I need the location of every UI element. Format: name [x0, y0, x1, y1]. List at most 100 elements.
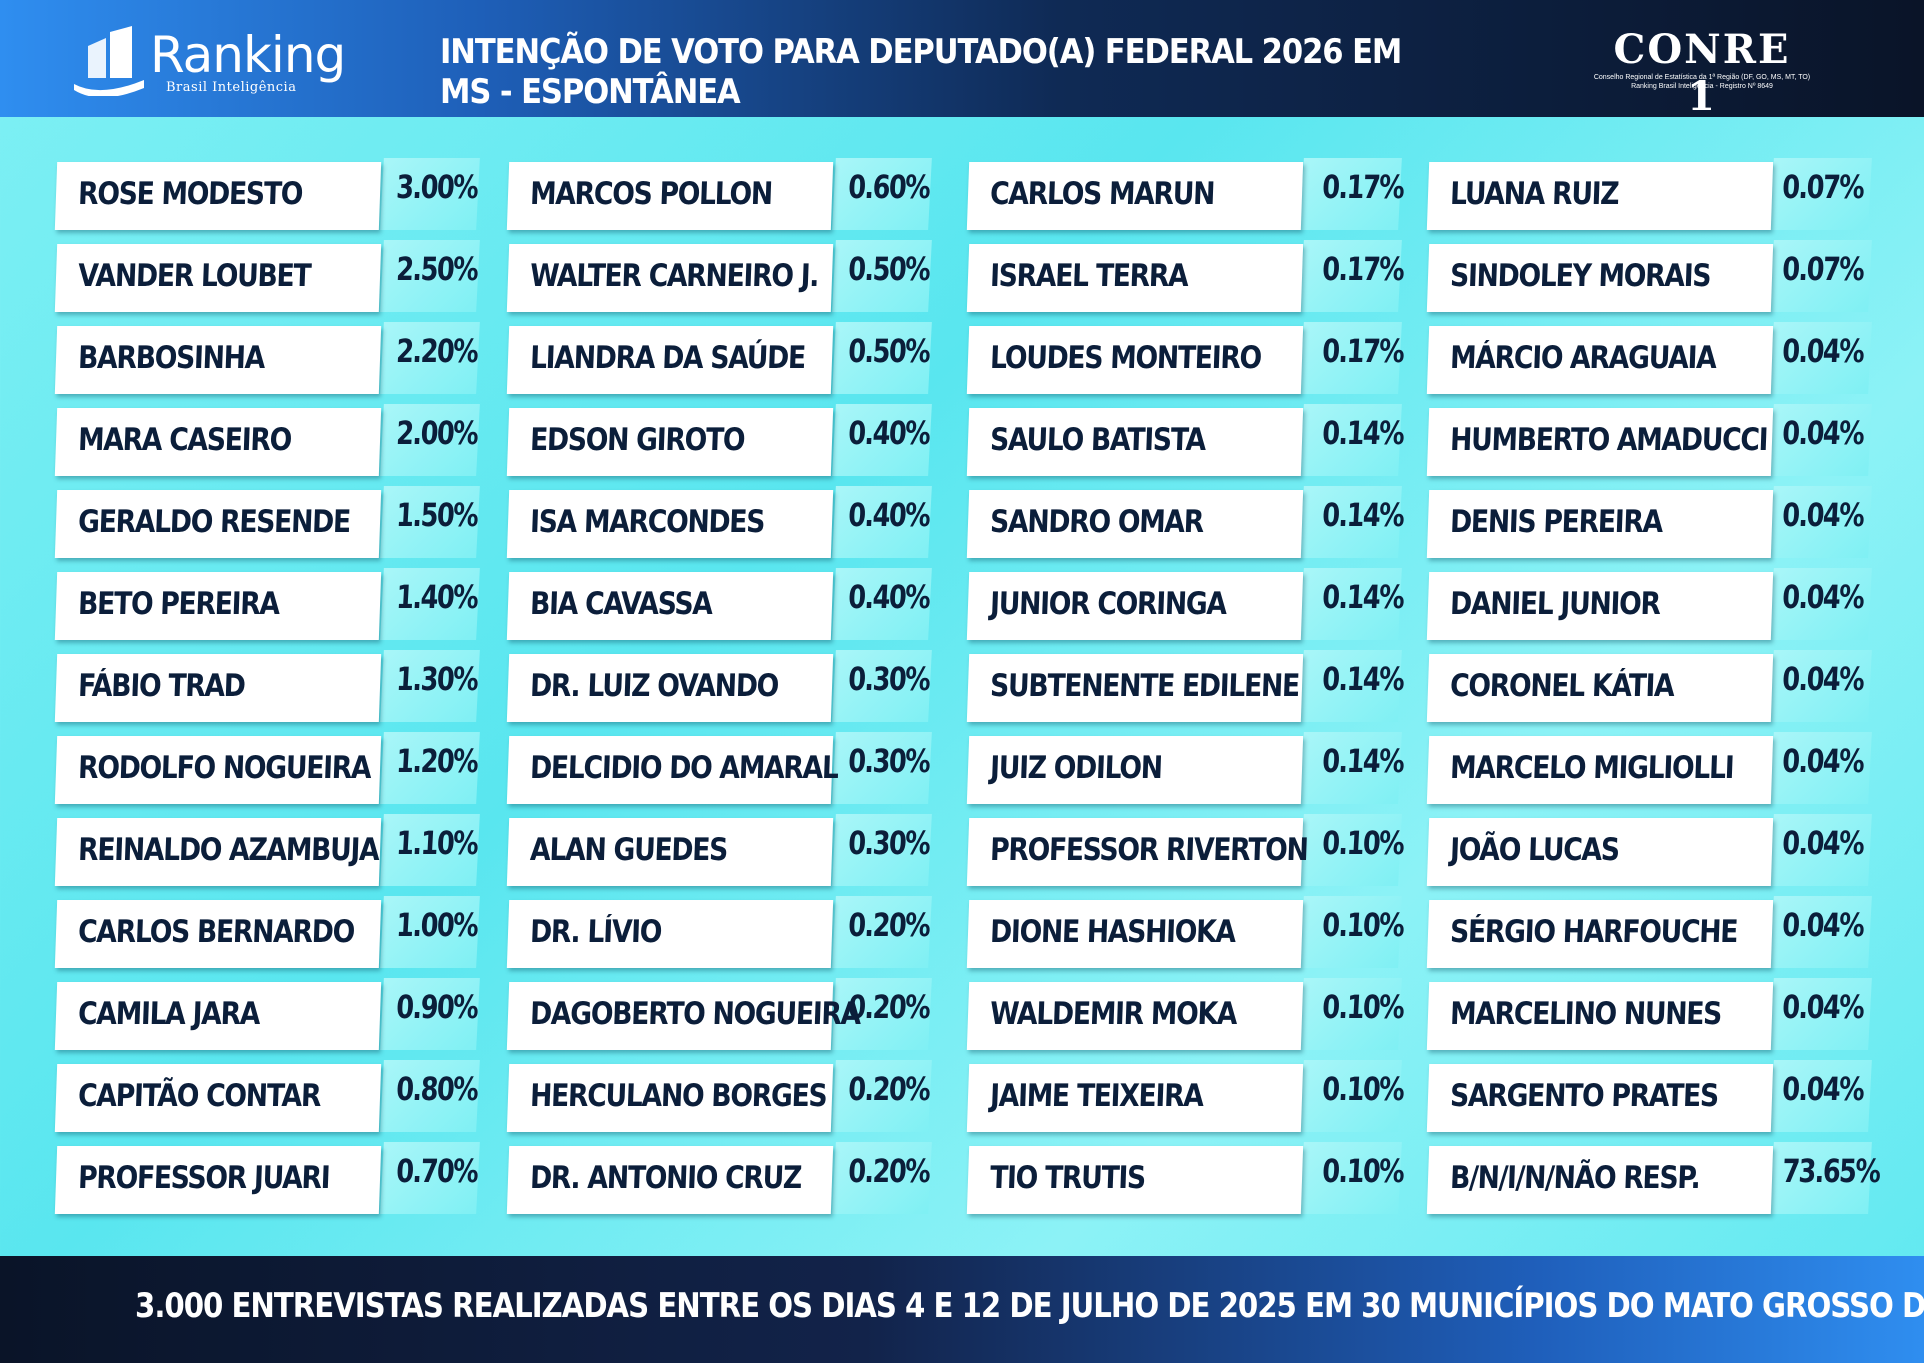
candidate-name: DR. ANTONIO CRUZ [529, 1160, 802, 1196]
candidate-percentage: 0.07% [1781, 250, 1865, 288]
candidate-name: SARGENTO PRATES [1449, 1078, 1719, 1114]
candidate-value-box: 0.17% [1300, 322, 1404, 394]
candidate-row: 0.17% LOUDES MONTEIRO [966, 322, 1404, 394]
candidate-name-box: LIANDRA DA SAÚDE [506, 326, 834, 394]
candidate-row: 0.10% JAIME TEIXEIRA [966, 1060, 1404, 1132]
candidate-name: CORONEL KÁTIA [1449, 668, 1675, 704]
candidate-name: LIANDRA DA SAÚDE [529, 340, 806, 376]
candidate-name-box: ROSE MODESTO [54, 162, 382, 230]
candidate-percentage: 0.30% [847, 742, 931, 780]
candidate-name: DR. LUIZ OVANDO [529, 668, 779, 704]
candidate-percentage: 0.80% [395, 1070, 479, 1108]
candidate-name: SANDRO OMAR [989, 504, 1204, 540]
candidate-name-box: SUBTENENTE EDILENE [966, 654, 1304, 722]
candidate-name-box: BETO PEREIRA [54, 572, 382, 640]
candidate-percentage: 0.04% [1781, 332, 1865, 370]
candidate-row: 0.04% DENIS PEREIRA [1426, 486, 1872, 558]
candidate-value-box: 0.10% [1300, 978, 1405, 1050]
candidate-row: 2.50% VANDER LOUBET [54, 240, 480, 312]
candidate-name-box: ISA MARCONDES [506, 490, 834, 558]
candidate-name: MARCELO MIGLIOLLI [1449, 750, 1735, 786]
candidate-row: 0.40% BIA CAVASSA [506, 568, 932, 640]
candidate-name: WALDEMIR MOKA [989, 996, 1237, 1032]
candidate-percentage: 1.10% [395, 824, 479, 862]
candidate-name: LOUDES MONTEIRO [989, 340, 1262, 376]
candidate-name: SUBTENENTE EDILENE [989, 668, 1300, 704]
candidate-value-box: 0.04% [1770, 732, 1872, 804]
candidate-value-box: 2.20% [380, 322, 480, 394]
candidate-percentage: 0.04% [1781, 824, 1865, 862]
candidate-name: ALAN GUEDES [529, 832, 728, 868]
candidate-name: LUANA RUIZ [1449, 176, 1619, 212]
candidate-percentage: 2.00% [395, 414, 479, 452]
candidate-row: 0.10% TIO TRUTIS [966, 1142, 1404, 1214]
candidate-percentage: 0.04% [1781, 578, 1865, 616]
candidate-row: 0.04% JOÃO LUCAS [1426, 814, 1872, 886]
candidate-value-box: 0.10% [1300, 814, 1405, 886]
candidate-row: 0.04% CORONEL KÁTIA [1426, 650, 1872, 722]
candidate-name-box: JAIME TEIXEIRA [966, 1064, 1304, 1132]
candidate-value-box: 0.30% [832, 650, 932, 722]
candidate-name: MÁRCIO ARAGUAIA [1449, 340, 1717, 376]
conre-subtitle: Conselho Regional de Estatística da 1ª R… [1593, 74, 1811, 81]
candidate-value-box: 0.10% [1300, 1142, 1404, 1214]
conre-registration: Ranking Brasil Inteligência - Registro N… [1631, 83, 1773, 90]
candidate-name: FÁBIO TRAD [77, 668, 246, 704]
conre-wordmark: CONRE 1 [1613, 26, 1791, 120]
candidate-value-box: 3.00% [380, 158, 480, 230]
candidate-name-box: WALTER CARNEIRO J. [506, 244, 834, 312]
candidate-value-box: 1.50% [380, 486, 480, 558]
candidate-name-box: CARLOS BERNARDO [54, 900, 382, 968]
candidate-value-box: 0.04% [1770, 1060, 1872, 1132]
candidate-percentage: 1.40% [395, 578, 479, 616]
header-bar: Ranking Brasil Inteligência INTENÇÃO DE … [0, 0, 1924, 120]
candidate-name: PROFESSOR JUARI [77, 1160, 331, 1196]
candidate-value-box: 1.00% [380, 896, 480, 968]
candidate-row: 0.40% ISA MARCONDES [506, 486, 932, 558]
candidate-value-box: 0.20% [832, 896, 932, 968]
candidate-name-box: ALAN GUEDES [506, 818, 834, 886]
candidate-percentage: 0.04% [1781, 1070, 1865, 1108]
candidate-name: CAMILA JARA [77, 996, 260, 1032]
candidate-value-box: 73.65% [1770, 1142, 1880, 1214]
candidate-row: 0.30% ALAN GUEDES [506, 814, 932, 886]
candidate-percentage: 0.90% [395, 988, 479, 1026]
candidate-percentage: 0.04% [1781, 742, 1865, 780]
candidate-name-box: MARCOS POLLON [506, 162, 834, 230]
candidate-name: DIONE HASHIOKA [989, 914, 1236, 950]
candidate-value-box: 0.04% [1770, 650, 1872, 722]
candidate-percentage: 0.10% [1321, 824, 1405, 862]
candidate-value-box: 2.00% [380, 404, 480, 476]
candidate-percentage: 0.10% [1321, 988, 1405, 1026]
candidate-name: JOÃO LUCAS [1449, 832, 1620, 868]
candidate-name: ISRAEL TERRA [989, 258, 1189, 294]
candidate-row: 0.40% EDSON GIROTO [506, 404, 932, 476]
candidate-name-box: B/N/I/N/NÃO RESP. [1426, 1146, 1774, 1214]
candidate-percentage: 1.30% [395, 660, 479, 698]
candidate-name: EDSON GIROTO [529, 422, 745, 458]
candidate-name: VANDER LOUBET [77, 258, 311, 294]
candidate-row: 0.04% MARCELO MIGLIOLLI [1426, 732, 1872, 804]
candidate-row: 0.07% SINDOLEY MORAIS [1426, 240, 1872, 312]
candidate-row: 0.10% DIONE HASHIOKA [966, 896, 1404, 968]
candidate-name-box: DR. LÍVIO [506, 900, 834, 968]
candidate-percentage: 0.04% [1781, 906, 1865, 944]
candidate-percentage: 0.30% [847, 660, 931, 698]
candidate-name-box: CAMILA JARA [54, 982, 382, 1050]
candidate-row: 0.14% JUIZ ODILON [966, 732, 1404, 804]
candidate-percentage: 0.70% [395, 1152, 479, 1190]
candidate-percentage: 0.14% [1321, 742, 1405, 780]
candidate-name: MARA CASEIRO [77, 422, 292, 458]
candidate-name-box: MARA CASEIRO [54, 408, 382, 476]
candidate-value-box: 0.04% [1770, 896, 1872, 968]
candidate-percentage: 2.50% [395, 250, 479, 288]
candidate-name: DELCIDIO DO AMARAL [529, 750, 839, 786]
conre-logo: CONRE 1 Conselho Regional de Estatística… [1592, 26, 1812, 120]
candidate-row: 1.10% REINALDO AZAMBUJA [54, 814, 480, 886]
candidate-name: HUMBERTO AMADUCCI [1449, 422, 1768, 458]
candidate-percentage: 3.00% [395, 168, 479, 206]
candidate-value-box: 0.14% [1300, 732, 1405, 804]
candidate-value-box: 0.07% [1770, 240, 1872, 312]
candidate-name-box: SINDOLEY MORAIS [1426, 244, 1774, 312]
